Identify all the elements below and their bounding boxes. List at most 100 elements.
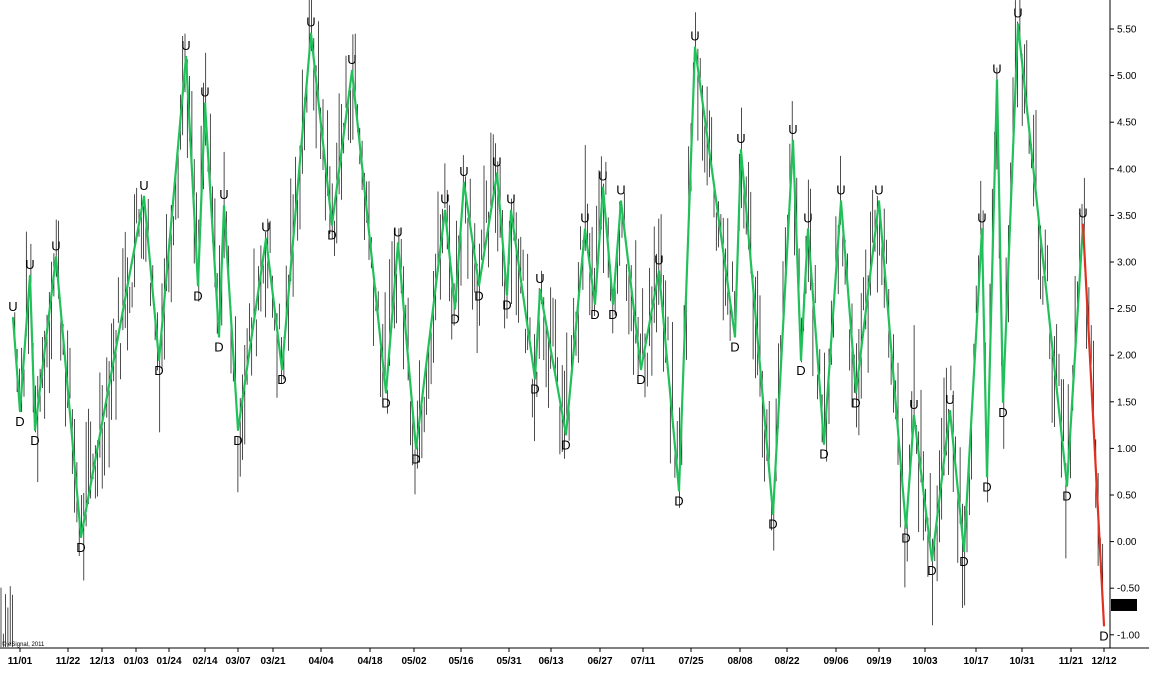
swing-down-label: D (411, 451, 420, 466)
swing-down-label: D (502, 298, 511, 313)
x-tick-label: 11/21 (1059, 656, 1084, 667)
zigzag-segment (18, 274, 32, 413)
swing-down-label: D (768, 517, 777, 532)
swing-up-label: U (25, 257, 34, 272)
zigzag-segment (509, 209, 537, 380)
x-tick-label: 09/06 (823, 656, 848, 667)
y-tick-label: 2.00 (1117, 351, 1137, 362)
zigzag-segment (601, 186, 615, 306)
swing-up-label: U (945, 392, 954, 407)
swing-up-label: U (598, 168, 607, 183)
zigzag-segment (962, 228, 984, 553)
swing-up-label: U (181, 38, 190, 53)
zigzag-segment (1016, 23, 1069, 487)
swing-down-label: D (851, 395, 860, 410)
x-tick-label: 06/13 (538, 656, 563, 667)
swing-up-label: U (1078, 206, 1087, 221)
zigzag-segment (309, 32, 334, 226)
y-tick-label: 2.50 (1117, 304, 1137, 315)
swing-up-label: U (977, 210, 986, 225)
swing-up-label: U (393, 224, 402, 239)
swing-down-label: D (277, 372, 286, 387)
zigzag-segment (693, 46, 737, 338)
x-tick-label: 03/07 (225, 656, 250, 667)
swing-up-label: U (580, 210, 589, 225)
x-tick-label: 05/02 (401, 656, 426, 667)
swing-up-label: U (909, 397, 918, 412)
zigzag-segment (1065, 223, 1085, 487)
swing-up-label: U (139, 178, 148, 193)
zigzag-segment (912, 414, 934, 562)
zigzag-segment (995, 79, 1005, 403)
y-tick-label: 3.50 (1117, 211, 1137, 222)
zigzag-segment (639, 270, 661, 371)
swing-up-label: U (347, 52, 356, 67)
swing-down-label: D (1062, 489, 1071, 504)
x-tick-label: 04/04 (308, 656, 333, 667)
zigzag-segment (791, 139, 803, 361)
zigzag-segment (739, 149, 775, 515)
zigzag-segment (157, 55, 188, 361)
swing-down-label: D (959, 554, 968, 569)
y-tick-label: 5.50 (1117, 25, 1137, 36)
zigzag-segment (806, 228, 826, 445)
swing-up-label: U (200, 85, 209, 100)
last-value-badge (1111, 598, 1137, 611)
x-tick-label: 09/19 (866, 656, 891, 667)
zigzag-segment (930, 410, 952, 562)
zigzag-segment (11, 316, 22, 413)
swing-down-label: D (901, 531, 910, 546)
y-tick-label: 4.50 (1117, 118, 1137, 129)
zigzag-segment (611, 200, 623, 306)
zigzag-segment (495, 172, 509, 296)
zigzag-segment (79, 195, 146, 539)
swing-down-label: D (450, 312, 459, 327)
swing-up-label: U (1013, 5, 1022, 20)
zigzag-segment (948, 410, 966, 553)
zigzag-segment (330, 69, 354, 226)
zigzag-segment (396, 242, 418, 450)
last-value-text: -0.68 (1113, 601, 1136, 612)
zigzag-segment (54, 256, 83, 539)
x-tick-label: 11/01 (8, 656, 33, 667)
swing-up-label: U (788, 122, 797, 137)
swing-up-label: U (459, 164, 468, 179)
swing-up-label: U (736, 131, 745, 146)
zigzag-segment (280, 32, 313, 371)
zigzag-segment (33, 256, 58, 431)
y-tick-label: 1.50 (1117, 397, 1137, 408)
y-tick-label: 3.00 (1117, 258, 1137, 269)
zigzag-segment (583, 228, 597, 306)
swing-down-label: D (608, 307, 617, 322)
x-tick-label: 08/22 (774, 656, 799, 667)
y-tick-label: -0.50 (1117, 584, 1140, 595)
swing-down-label: D (474, 288, 483, 303)
swing-up-label: U (8, 299, 17, 314)
swing-up-label: U (51, 238, 60, 253)
zigzag-segment (203, 102, 221, 338)
zigzag-segment (222, 204, 240, 431)
swing-down-label: D (30, 433, 39, 448)
zigzag-segment (854, 200, 881, 394)
x-tick-label: 08/08 (727, 656, 752, 667)
swing-down-label: D (327, 228, 336, 243)
x-tick-label: 07/25 (678, 656, 703, 667)
x-tick-label: 11/22 (56, 656, 81, 667)
y-tick-label: 0.00 (1117, 537, 1137, 548)
zigzag-segment (593, 186, 605, 306)
zigzag-segment (217, 204, 226, 338)
swing-up-label: U (261, 220, 270, 235)
swing-up-label: U (992, 61, 1001, 76)
zigzag-segment (657, 270, 681, 492)
swing-down-label: D (76, 540, 85, 555)
zigzag-segment (877, 200, 908, 529)
x-tick-label: 01/24 (156, 656, 181, 667)
swing-down-label: D (927, 563, 936, 578)
swing-down-label: D (819, 447, 828, 462)
zigzag-segment (619, 200, 643, 371)
zigzag-segment (822, 200, 843, 445)
swing-up-label: U (306, 15, 315, 30)
swing-down-label: D (1099, 628, 1108, 643)
copyright-text: © eSignal, 2011 (2, 641, 45, 648)
